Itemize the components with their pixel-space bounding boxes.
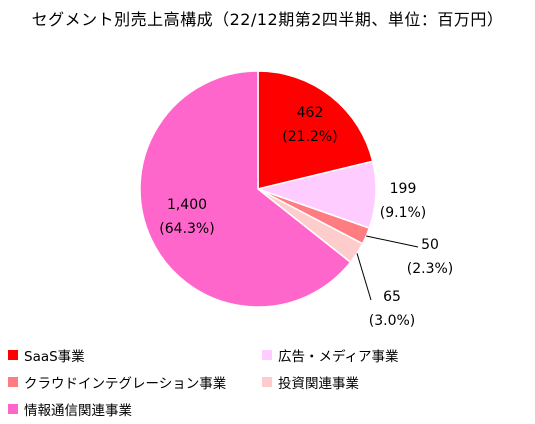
pie-slice-ict [139,70,352,308]
legend-swatch-cloud-integration [8,377,18,387]
data-label-value-ad-media: 199 [390,181,417,197]
legend-label-ict: 情報通信関連事業 [24,403,132,419]
legend-item-cloud-integration: クラウドインテグレーション事業 [8,372,226,392]
data-label-percent-cloud-integration: (2.3%) [407,261,454,277]
leader-line-cloud-integration [366,235,419,248]
legend-swatch-saas [8,350,18,360]
legend-swatch-investment [262,377,272,387]
legend-item-saas: SaaS事業 [8,345,85,365]
legend-label-ad-media: 広告・メディア事業 [278,349,399,365]
data-label-percent-saas: (21.2%) [282,129,337,145]
data-label-value-cloud-integration: 50 [421,237,439,253]
chart-title: セグメント別売上高構成（22/12期第2四半期、単位：百万円） [31,10,504,29]
legend-label-saas: SaaS事業 [24,349,85,365]
data-label-value-investment: 65 [383,289,401,305]
leader-line-investment [356,253,372,301]
legend-label-cloud-integration: クラウドインテグレーション事業 [24,376,227,392]
pie-slice-saas [257,70,374,190]
legend-item-ad-media: 広告・メディア事業 [262,345,399,365]
legend-swatch-ad-media [262,350,272,360]
data-label-value-ict: 1,400 [167,197,207,213]
legend-swatch-ict [8,404,18,414]
legend-item-investment: 投資関連事業 [262,372,359,392]
data-label-percent-ad-media: (9.1%) [380,205,427,221]
legend-label-investment: 投資関連事業 [278,376,359,392]
data-label-percent-investment: (3.0%) [369,313,416,329]
legend-item-ict: 情報通信関連事業 [8,399,132,419]
data-label-value-saas: 462 [297,105,324,121]
data-label-percent-ict: (64.3%) [159,221,214,237]
